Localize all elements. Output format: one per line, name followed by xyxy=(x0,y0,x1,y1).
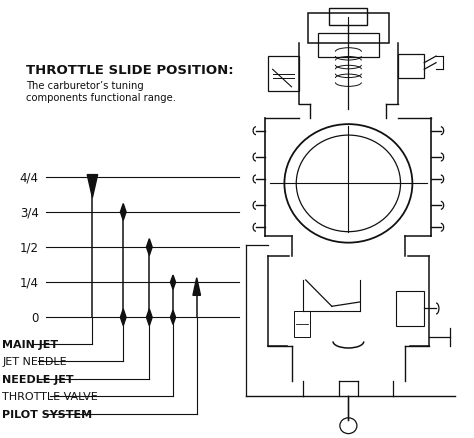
Text: MAIN JET: MAIN JET xyxy=(2,339,58,349)
Text: PILOT SYSTEM: PILOT SYSTEM xyxy=(2,409,92,419)
Text: NEEDLE JET: NEEDLE JET xyxy=(2,374,74,384)
Polygon shape xyxy=(120,204,126,221)
Text: 3/4: 3/4 xyxy=(20,206,39,219)
Bar xyxy=(318,34,379,58)
Polygon shape xyxy=(193,278,201,296)
Text: THROTTLE VALVE: THROTTLE VALVE xyxy=(2,392,98,401)
Bar xyxy=(329,9,367,26)
Bar xyxy=(398,55,424,79)
Polygon shape xyxy=(146,239,152,256)
Bar xyxy=(396,291,424,326)
Polygon shape xyxy=(120,309,126,326)
Bar xyxy=(294,311,310,337)
Text: THROTTLE SLIDE POSITION:: THROTTLE SLIDE POSITION: xyxy=(26,64,234,77)
Polygon shape xyxy=(171,276,175,290)
Text: The carburetor’s tuning
components functional range.: The carburetor’s tuning components funct… xyxy=(26,81,176,102)
Polygon shape xyxy=(87,175,98,198)
Polygon shape xyxy=(171,311,175,325)
Text: 1/4: 1/4 xyxy=(20,276,39,289)
Text: 4/4: 4/4 xyxy=(20,171,39,184)
Text: 1/2: 1/2 xyxy=(20,241,39,254)
Bar xyxy=(308,14,389,44)
Text: JET NEEDLE: JET NEEDLE xyxy=(2,357,67,366)
Bar xyxy=(268,57,299,92)
Text: 0: 0 xyxy=(31,311,39,324)
Polygon shape xyxy=(146,309,152,326)
